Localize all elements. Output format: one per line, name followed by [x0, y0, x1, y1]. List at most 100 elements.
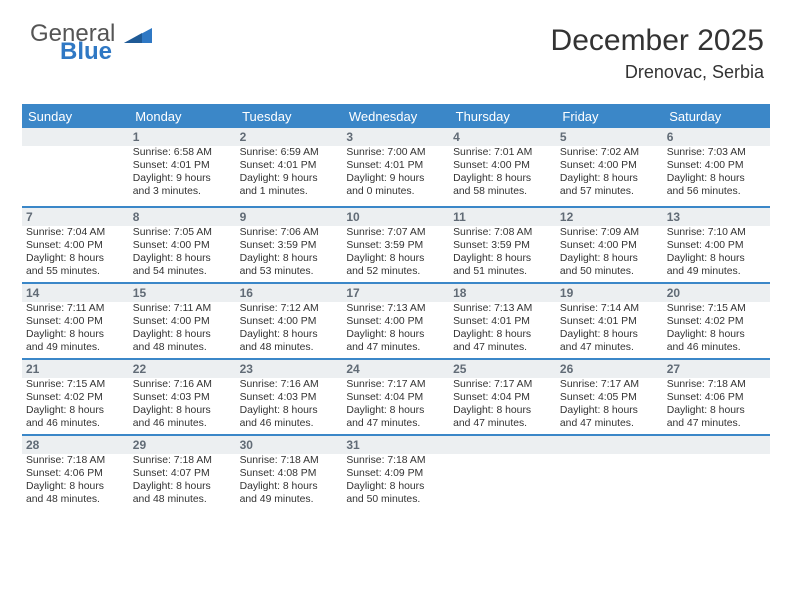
- day-number: 28: [22, 436, 129, 454]
- daylight-text-1: Daylight: 8 hours: [133, 328, 232, 341]
- sunset-text: Sunset: 4:00 PM: [346, 315, 445, 328]
- day-number: 17: [342, 284, 449, 302]
- daylight-text-1: Daylight: 9 hours: [346, 172, 445, 185]
- sunrise-text: Sunrise: 7:08 AM: [453, 226, 552, 239]
- sunrise-text: Sunrise: 7:16 AM: [240, 378, 339, 391]
- day-number: 26: [556, 360, 663, 378]
- sunset-text: Sunset: 4:06 PM: [26, 467, 125, 480]
- day-content: Sunrise: 7:18 AMSunset: 4:08 PMDaylight:…: [236, 454, 343, 510]
- calendar-day-cell: 28Sunrise: 7:18 AMSunset: 4:06 PMDayligh…: [22, 435, 129, 514]
- daylight-text-2: and 54 minutes.: [133, 265, 232, 278]
- calendar-day-cell: 15Sunrise: 7:11 AMSunset: 4:00 PMDayligh…: [129, 283, 236, 359]
- day-number: 20: [663, 284, 770, 302]
- day-content: Sunrise: 7:13 AMSunset: 4:01 PMDaylight:…: [449, 302, 556, 358]
- daylight-text-2: and 48 minutes.: [240, 341, 339, 354]
- daylight-text-2: and 50 minutes.: [560, 265, 659, 278]
- day-content: Sunrise: 7:17 AMSunset: 4:04 PMDaylight:…: [342, 378, 449, 434]
- daylight-text-2: and 47 minutes.: [346, 341, 445, 354]
- daylight-text-2: and 47 minutes.: [667, 417, 766, 430]
- sunrise-text: Sunrise: 7:17 AM: [560, 378, 659, 391]
- day-number: 19: [556, 284, 663, 302]
- daylight-text-2: and 48 minutes.: [133, 493, 232, 506]
- daylight-text-1: Daylight: 8 hours: [346, 328, 445, 341]
- daylight-text-1: Daylight: 8 hours: [26, 404, 125, 417]
- sunset-text: Sunset: 4:09 PM: [346, 467, 445, 480]
- calendar-day-cell: 16Sunrise: 7:12 AMSunset: 4:00 PMDayligh…: [236, 283, 343, 359]
- sunset-text: Sunset: 4:00 PM: [26, 239, 125, 252]
- daylight-text-2: and 49 minutes.: [240, 493, 339, 506]
- sunrise-text: Sunrise: 7:17 AM: [346, 378, 445, 391]
- sunset-text: Sunset: 4:05 PM: [560, 391, 659, 404]
- sunset-text: Sunset: 4:01 PM: [346, 159, 445, 172]
- day-content: Sunrise: 7:18 AMSunset: 4:06 PMDaylight:…: [663, 378, 770, 434]
- header: December 2025 Drenovac, Serbia: [551, 24, 764, 83]
- day-number: 18: [449, 284, 556, 302]
- day-content: Sunrise: 7:12 AMSunset: 4:00 PMDaylight:…: [236, 302, 343, 358]
- daylight-text-2: and 46 minutes.: [240, 417, 339, 430]
- sunset-text: Sunset: 4:00 PM: [667, 159, 766, 172]
- day-number: 11: [449, 208, 556, 226]
- daylight-text-2: and 3 minutes.: [133, 185, 232, 198]
- sunset-text: Sunset: 4:06 PM: [667, 391, 766, 404]
- daylight-text-2: and 47 minutes.: [453, 417, 552, 430]
- daylight-text-1: Daylight: 9 hours: [133, 172, 232, 185]
- daylight-text-1: Daylight: 8 hours: [133, 480, 232, 493]
- sunrise-text: Sunrise: 7:11 AM: [26, 302, 125, 315]
- calendar-day-cell: [556, 435, 663, 514]
- day-number: 23: [236, 360, 343, 378]
- day-content: Sunrise: 7:16 AMSunset: 4:03 PMDaylight:…: [236, 378, 343, 434]
- daylight-text-1: Daylight: 8 hours: [133, 252, 232, 265]
- day-number: 2: [236, 128, 343, 146]
- day-content: Sunrise: 7:11 AMSunset: 4:00 PMDaylight:…: [129, 302, 236, 358]
- daylight-text-2: and 53 minutes.: [240, 265, 339, 278]
- day-number-empty: [22, 128, 129, 146]
- daylight-text-1: Daylight: 8 hours: [453, 404, 552, 417]
- logo: General Blue: [30, 24, 190, 63]
- calendar-day-cell: 7Sunrise: 7:04 AMSunset: 4:00 PMDaylight…: [22, 207, 129, 283]
- sunset-text: Sunset: 4:01 PM: [240, 159, 339, 172]
- sunrise-text: Sunrise: 7:13 AM: [346, 302, 445, 315]
- sunrise-text: Sunrise: 7:09 AM: [560, 226, 659, 239]
- weekday-header: Thursday: [449, 104, 556, 128]
- sunset-text: Sunset: 3:59 PM: [240, 239, 339, 252]
- day-number: 12: [556, 208, 663, 226]
- weekday-header: Wednesday: [342, 104, 449, 128]
- calendar-day-cell: 3Sunrise: 7:00 AMSunset: 4:01 PMDaylight…: [342, 128, 449, 207]
- daylight-text-1: Daylight: 8 hours: [346, 404, 445, 417]
- daylight-text-1: Daylight: 8 hours: [26, 252, 125, 265]
- weekday-header: Saturday: [663, 104, 770, 128]
- day-content: Sunrise: 7:18 AMSunset: 4:09 PMDaylight:…: [342, 454, 449, 510]
- daylight-text-2: and 50 minutes.: [346, 493, 445, 506]
- day-number: 15: [129, 284, 236, 302]
- day-content-empty: [449, 454, 556, 514]
- day-number: 3: [342, 128, 449, 146]
- day-content: Sunrise: 7:06 AMSunset: 3:59 PMDaylight:…: [236, 226, 343, 282]
- sunset-text: Sunset: 4:00 PM: [667, 239, 766, 252]
- calendar-week-row: 1Sunrise: 6:58 AMSunset: 4:01 PMDaylight…: [22, 128, 770, 207]
- daylight-text-1: Daylight: 8 hours: [346, 480, 445, 493]
- calendar-week-row: 7Sunrise: 7:04 AMSunset: 4:00 PMDaylight…: [22, 207, 770, 283]
- sunrise-text: Sunrise: 7:10 AM: [667, 226, 766, 239]
- sunset-text: Sunset: 4:00 PM: [453, 159, 552, 172]
- daylight-text-2: and 52 minutes.: [346, 265, 445, 278]
- day-number: 10: [342, 208, 449, 226]
- sunrise-text: Sunrise: 7:18 AM: [133, 454, 232, 467]
- sunset-text: Sunset: 4:03 PM: [133, 391, 232, 404]
- daylight-text-2: and 51 minutes.: [453, 265, 552, 278]
- day-number-empty: [449, 436, 556, 454]
- day-content: Sunrise: 7:10 AMSunset: 4:00 PMDaylight:…: [663, 226, 770, 282]
- day-number: 13: [663, 208, 770, 226]
- day-number: 1: [129, 128, 236, 146]
- daylight-text-2: and 47 minutes.: [453, 341, 552, 354]
- daylight-text-1: Daylight: 8 hours: [26, 328, 125, 341]
- calendar-day-cell: 2Sunrise: 6:59 AMSunset: 4:01 PMDaylight…: [236, 128, 343, 207]
- sunrise-text: Sunrise: 7:03 AM: [667, 146, 766, 159]
- day-number: 21: [22, 360, 129, 378]
- weekday-header: Sunday: [22, 104, 129, 128]
- sunrise-text: Sunrise: 7:05 AM: [133, 226, 232, 239]
- day-content: Sunrise: 7:16 AMSunset: 4:03 PMDaylight:…: [129, 378, 236, 434]
- daylight-text-2: and 48 minutes.: [26, 493, 125, 506]
- calendar-day-cell: 23Sunrise: 7:16 AMSunset: 4:03 PMDayligh…: [236, 359, 343, 435]
- sunrise-text: Sunrise: 7:01 AM: [453, 146, 552, 159]
- daylight-text-1: Daylight: 8 hours: [133, 404, 232, 417]
